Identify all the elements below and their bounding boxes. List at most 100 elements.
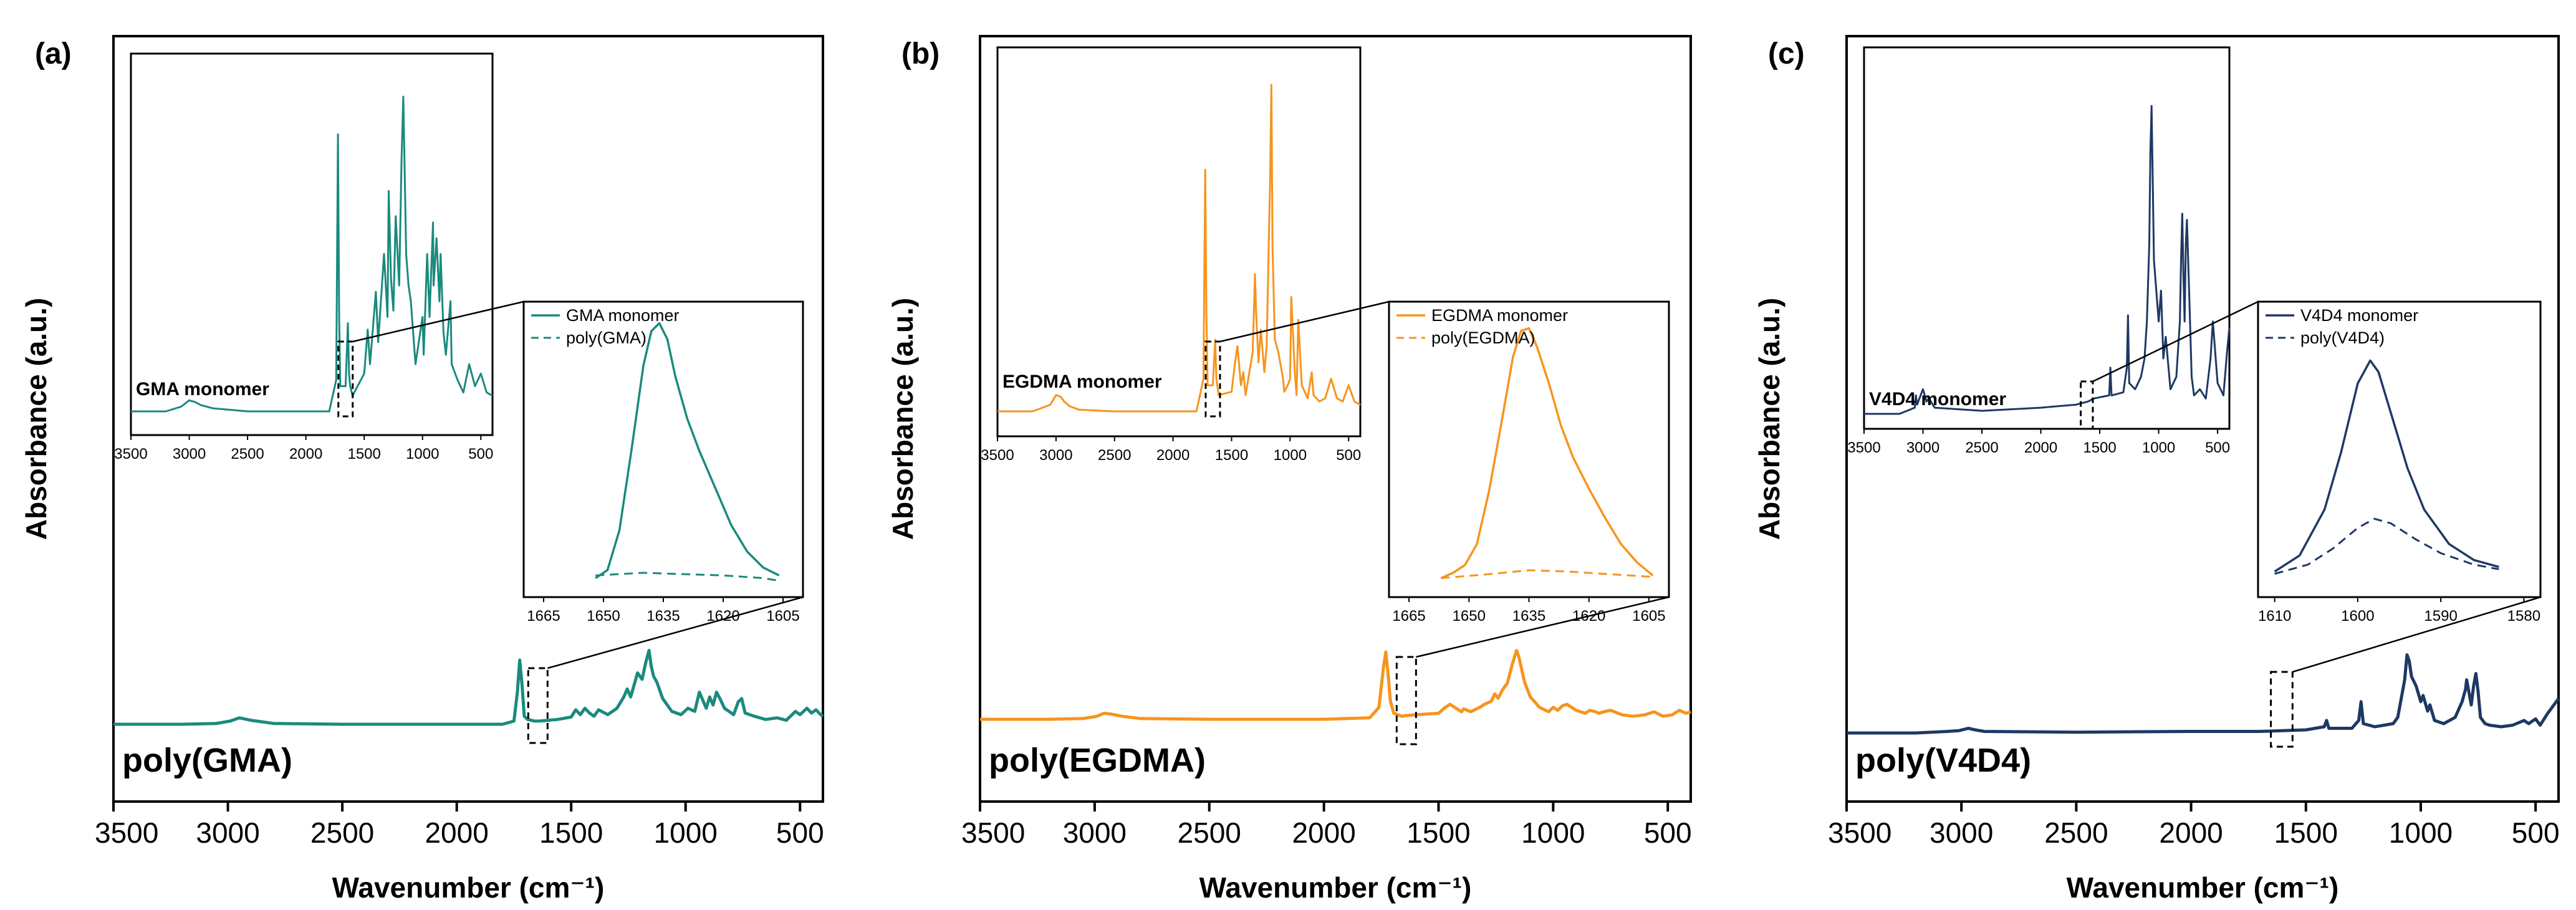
x-tick-label: 500 [2512, 817, 2560, 849]
overview-title: EGDMA monomer [1002, 371, 1162, 392]
overview-x-tick-label: 1000 [406, 446, 439, 462]
zoom-region-box [527, 667, 549, 744]
zoom-x-tick-label: 1605 [766, 608, 799, 625]
overview-inset-frame [1863, 46, 2231, 430]
main-series-line [113, 649, 824, 726]
legend-monomer-label: EGDMA monomer [1431, 306, 1568, 325]
overview-x-tick-label: 2500 [231, 446, 264, 462]
panel-label: (b) [901, 37, 940, 70]
chart-panel-b: (b) 3500 3000 2500 2000 1500 1000 500 Wavenumber… [887, 35, 1692, 904]
zoom-polymer-line [1441, 569, 1653, 580]
x-tick-label: 3500 [961, 817, 1025, 849]
main-axes-frame [1845, 35, 2560, 803]
overview-inset-frame [996, 46, 1362, 438]
main-connector-line [2292, 596, 2541, 673]
overview-zoom-box [2080, 380, 2094, 430]
overview-title: V4D4 monomer [1869, 389, 2006, 410]
zoom-monomer-line [595, 322, 780, 579]
x-tick-label: 3500 [95, 817, 158, 849]
x-tick-label: 3000 [196, 817, 259, 849]
panel-label: (c) [1768, 37, 1805, 70]
zoom-polymer-line [2274, 517, 2499, 575]
x-axis-label: Wavenumber (cm⁻¹) [332, 871, 605, 904]
legend-monomer-label: V4D4 monomer [2300, 306, 2418, 325]
y-axis-label: Absorbance (a.u.) [20, 298, 52, 540]
main-series-label: poly(GMA) [122, 742, 292, 779]
overview-x-tick-label: 3000 [1039, 447, 1072, 464]
overview-zoom-box [337, 340, 354, 418]
zoom-x-tick-label: 1665 [527, 608, 560, 625]
zoom-x-tick-label: 1635 [646, 608, 680, 625]
zoom-x-tick-label: 1635 [1512, 608, 1545, 625]
x-tick-label: 3500 [1828, 817, 1891, 849]
zoom-x-tick-label: 1590 [2424, 608, 2457, 625]
overview-x-tick-label: 1000 [1274, 447, 1307, 464]
overview-x-tick-label: 3500 [981, 447, 1014, 464]
zoom-x-tick-label: 1665 [1392, 608, 1425, 625]
x-tick-label: 1000 [1521, 817, 1585, 849]
x-tick-label: 1000 [2389, 817, 2453, 849]
x-tick-label: 2000 [1292, 817, 1355, 849]
legend-polymer-label: poly(EGDMA) [1431, 328, 1536, 347]
zoom-region-box [1395, 656, 1417, 745]
overview-x-tick-label: 500 [1336, 447, 1361, 464]
overview-x-tick-label: 2500 [1098, 447, 1131, 464]
zoom-x-tick-label: 1600 [2341, 608, 2374, 625]
x-tick-label: 2000 [2159, 817, 2223, 849]
overview-x-tick-label: 1000 [2142, 439, 2175, 456]
zoom-inset-frame [522, 300, 804, 598]
y-axis-label: Absorbance (a.u.) [1753, 298, 1785, 540]
zoom-inset-frame [2257, 300, 2542, 598]
zoom-x-tick-label: 1650 [587, 608, 620, 625]
panel-label: (a) [35, 37, 72, 70]
x-tick-label: 3000 [1930, 817, 1993, 849]
x-tick-label: 1000 [654, 817, 718, 849]
zoom-region-box [2270, 671, 2294, 748]
overview-x-tick-label: 500 [468, 446, 493, 462]
x-tick-label: 500 [1644, 817, 1692, 849]
overview-inset-frame [130, 52, 494, 436]
x-tick-label: 3000 [1063, 817, 1127, 849]
main-series-line [1847, 653, 2560, 735]
legend-polymer-label: poly(GMA) [566, 328, 646, 347]
overview-series-line [997, 84, 1361, 413]
main-series-label: poly(EGDMA) [989, 742, 1206, 779]
overview-x-tick-label: 2000 [2024, 439, 2057, 456]
zoom-polymer-line [595, 572, 779, 582]
legend-polymer-label: poly(V4D4) [2300, 328, 2385, 347]
zoom-monomer-line [1440, 327, 1654, 580]
zoom-x-tick-label: 1580 [2507, 608, 2540, 625]
x-tick-label: 1500 [1406, 817, 1470, 849]
main-axes-frame [979, 35, 1692, 803]
overview-connector-line [1219, 300, 1390, 343]
overview-series-line [131, 95, 493, 413]
x-tick-label: 2000 [425, 817, 488, 849]
main-axes-frame [112, 35, 824, 803]
overview-x-tick-label: 2000 [289, 446, 322, 462]
x-tick-label: 1500 [2274, 817, 2338, 849]
zoom-x-tick-label: 1650 [1453, 608, 1486, 625]
overview-connector-line [352, 300, 524, 343]
main-series-line [980, 649, 1691, 721]
zoom-x-tick-label: 1605 [1632, 608, 1665, 625]
main-connector-line [547, 596, 804, 669]
x-tick-label: 500 [776, 817, 824, 849]
overview-x-tick-label: 3000 [173, 446, 206, 462]
x-tick-label: 1500 [539, 817, 603, 849]
overview-series-line [1864, 105, 2231, 415]
chart-panel-a: (a) 3500 3000 2500 2000 1500 1000 500 Wavenumber… [20, 35, 824, 904]
overview-x-tick-label: 3500 [1847, 439, 1880, 456]
overview-x-tick-label: 3500 [114, 446, 147, 462]
overview-x-tick-label: 2000 [1156, 447, 1189, 464]
zoom-x-tick-label: 1610 [2258, 608, 2291, 625]
overview-zoom-box [1204, 340, 1221, 418]
zoom-inset-frame [1388, 300, 1670, 598]
main-connector-line [1416, 596, 1670, 658]
x-tick-label: 2500 [310, 817, 374, 849]
main-series-label: poly(V4D4) [1855, 742, 2031, 779]
overview-title: GMA monomer [136, 379, 269, 400]
overview-x-tick-label: 1500 [2083, 439, 2116, 456]
x-axis-label: Wavenumber (cm⁻¹) [2067, 871, 2339, 904]
legend-monomer-label: GMA monomer [566, 306, 680, 325]
